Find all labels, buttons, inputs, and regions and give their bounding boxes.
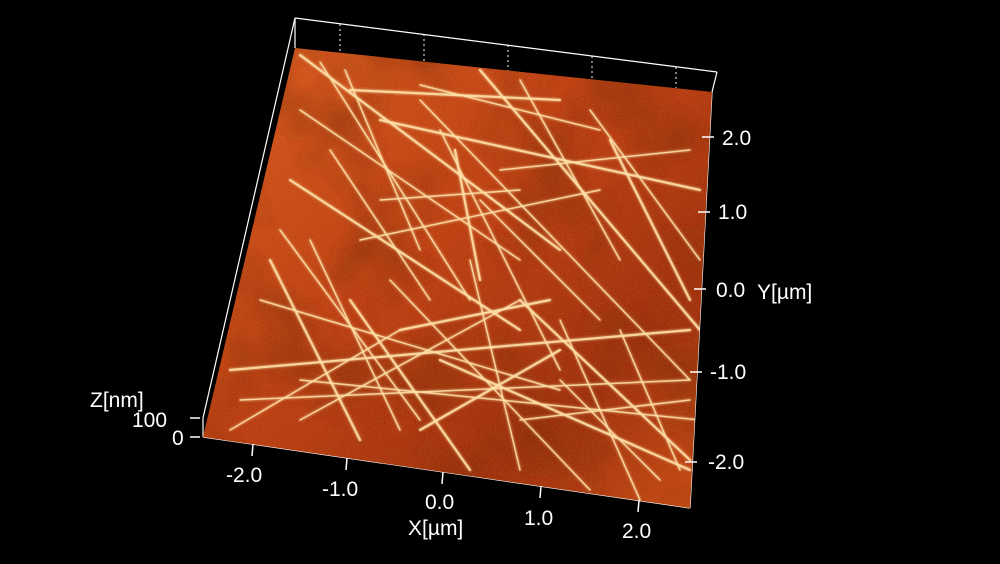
- nanofiber-strand: [619, 329, 681, 471]
- nanofiber-strand: [499, 149, 691, 171]
- nanofiber-strand: [298, 53, 562, 252]
- nanofiber-strand: [348, 298, 472, 472]
- nanofiber-strand: [419, 84, 601, 131]
- nanofiber-strand: [268, 258, 362, 442]
- nanofiber-strand: [319, 61, 471, 301]
- nanofiber-strand: [288, 178, 522, 332]
- z-axis-title: Z[nm]: [90, 389, 144, 412]
- nanofiber-strand: [519, 399, 691, 421]
- z-tick-label: 0: [172, 427, 184, 450]
- nanofiber-strand: [518, 298, 692, 462]
- nanofiber-strand: [589, 109, 701, 261]
- z-axis-ticks: [190, 417, 200, 438]
- nanofiber-strand: [478, 68, 702, 332]
- nanofiber-strand: [379, 189, 521, 201]
- nanofiber-strand: [389, 279, 591, 491]
- nanofiber-strand: [398, 298, 552, 332]
- nanofiber-strand: [519, 79, 621, 261]
- nanofiber-strand: [329, 149, 431, 301]
- nanofiber-strand: [344, 69, 421, 251]
- nanofiber-strand: [229, 329, 401, 431]
- y-axis-title: Y[µm]: [757, 281, 813, 304]
- x-axis-ticks: [251, 443, 640, 513]
- nanofiber-strand: [469, 259, 521, 471]
- nanofiber-strand: [299, 379, 701, 421]
- nanofiber-strand: [418, 348, 562, 432]
- y-tick-label: 2.0: [722, 127, 752, 150]
- nanofiber-network: [228, 53, 702, 501]
- y-axis-ticks: [685, 136, 714, 463]
- x-tick-label: 0.0: [425, 491, 455, 514]
- nanofiber-strand: [228, 328, 692, 372]
- nanofiber-strand: [559, 379, 661, 481]
- x-tick-label: 2.0: [622, 520, 652, 543]
- nanofiber-strand: [453, 148, 482, 282]
- afm-height-surface: [203, 48, 712, 508]
- nanofiber-strand: [299, 299, 521, 421]
- x-tick-label: 1.0: [524, 507, 554, 530]
- z-tick-label: 100: [132, 409, 168, 432]
- nanofiber-strand: [359, 189, 601, 241]
- y-tick-label: -2.0: [708, 451, 745, 474]
- nanofiber-strand: [259, 299, 561, 391]
- x-tick-label: -2.0: [226, 464, 263, 487]
- y-tick-label: -1.0: [710, 361, 747, 384]
- nanofiber-strand: [239, 379, 691, 401]
- x-tick-label: -1.0: [322, 478, 359, 501]
- nanofiber-strand: [378, 118, 702, 192]
- x-axis-title: X[µm]: [408, 517, 464, 540]
- nanofiber-strand: [299, 109, 521, 261]
- nanofiber-strand: [439, 129, 561, 371]
- y-tick-label: 1.0: [718, 201, 748, 224]
- back-grid-dashes: [339, 24, 677, 88]
- nanofiber-strand: [348, 88, 562, 102]
- nanofiber-strand: [309, 239, 401, 431]
- nanofiber-strand: [608, 138, 692, 302]
- y-tick-label: 0.0: [716, 279, 746, 302]
- nanofiber-strand: [479, 199, 601, 321]
